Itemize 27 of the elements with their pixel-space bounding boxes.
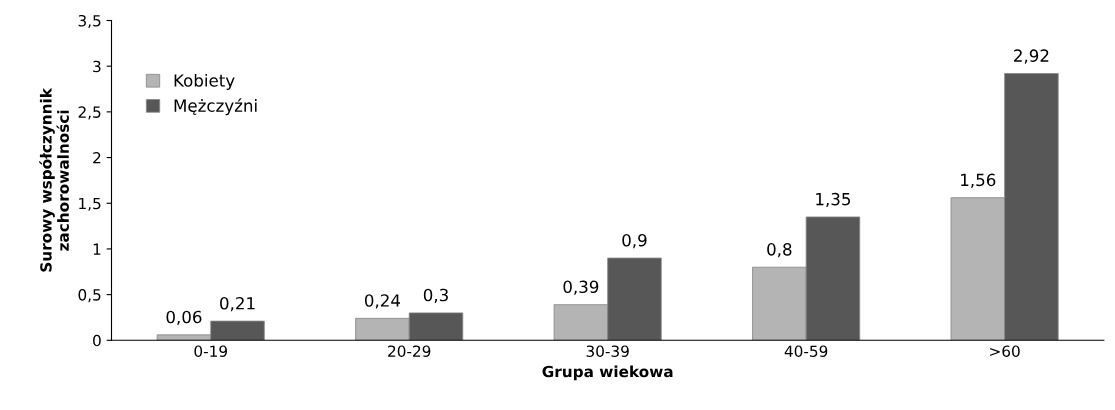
- data-label: 0,9: [622, 233, 647, 249]
- data-label: 0,8: [767, 243, 792, 258]
- x-tick-label: >60: [990, 345, 1020, 357]
- y-tick-label: 1: [93, 243, 101, 255]
- data-label: 0,3: [423, 288, 448, 304]
- data-label: 0,06: [166, 310, 202, 325]
- x-axis-title: Grupa wiekowa: [542, 365, 673, 381]
- x-tick-label: 30-39: [586, 345, 629, 357]
- data-label: 0,21: [220, 296, 255, 312]
- legend-label: Mężczyźni: [174, 98, 257, 116]
- y-tick-label: 1,5: [79, 197, 101, 211]
- data-label: 2,92: [1014, 49, 1049, 64]
- legend-label: Kobiety: [174, 73, 235, 91]
- x-tick-label: 40-59: [784, 345, 828, 357]
- data-label: 1,35: [816, 192, 851, 208]
- y-tick-label: 0: [93, 334, 101, 347]
- data-label: 0,24: [364, 294, 401, 309]
- y-tick-label: 2: [93, 152, 101, 164]
- x-tick-label: 20-29: [388, 345, 431, 357]
- y-tick-label: 2,5: [78, 106, 101, 120]
- y-axis-title: Surowy współczynnik zachorowalności: [39, 87, 69, 272]
- y-tick-label: 0,5: [78, 289, 101, 303]
- y-tick-label: 3: [93, 60, 101, 73]
- data-label: 0,39: [563, 280, 599, 295]
- y-tick-label: 3,5: [78, 14, 101, 29]
- x-tick-label: 0-19: [194, 345, 227, 357]
- data-label: 1,56: [961, 173, 996, 188]
